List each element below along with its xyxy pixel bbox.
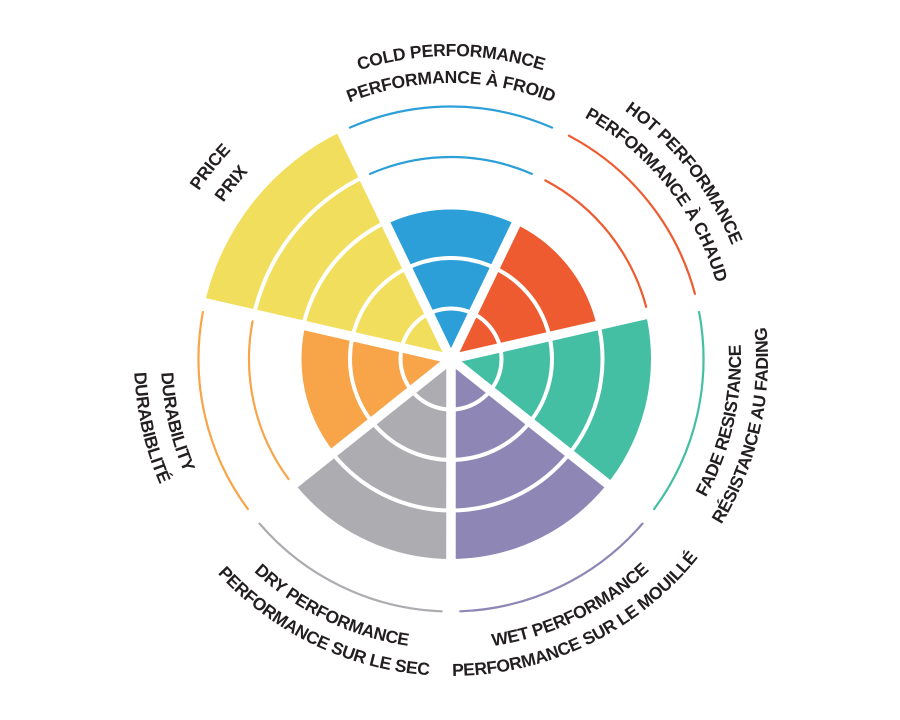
sector-cold-performance-level-4-arc [369,155,533,175]
sector-hot-performance-label-outer-text: HOT PERFORMANCE [622,98,747,247]
sector-dry-performance-level-5-arc [258,522,443,613]
sector-durability-level-5-arc [197,310,250,511]
sector-wet-performance-level-5-arc [459,522,644,613]
unfilled-level-arcs [197,105,705,613]
sector-cold-performance-label-inner-text: PERFORMANCE À FROID [344,67,559,106]
sector-hot-performance-label-outer: HOT PERFORMANCE [622,98,746,247]
sector-cold-performance-level-5-arc [348,105,554,129]
sector-cold-performance-wedge [385,207,517,359]
sector-boundary-spoke-77.14 [449,295,711,364]
sector-price-wedge [204,131,451,359]
sector-wet-performance-wedge [450,359,609,561]
sector-dry-performance-wedge [293,359,452,561]
sector-durability-wedge [299,325,451,454]
sector-hot-performance-level-4-arc [544,179,648,308]
sector-spokes [191,117,711,625]
sector-boundary-spoke-334.28 [331,117,456,362]
sector-boundary-spoke-231.42 [240,355,454,529]
sector-hot-performance-level-5-arc [567,134,697,295]
sector-boundary-spoke-128.57 [448,355,662,529]
sector-boundary-spoke-282.85 [191,295,453,364]
sector-durability-level-4-arc [247,320,290,481]
sector-fade-resistance-level-5-arc [652,310,705,511]
sector-cold-performance-label-inner: PERFORMANCE À FROID [344,67,559,106]
sector-boundary-spoke-25.71 [446,117,571,362]
